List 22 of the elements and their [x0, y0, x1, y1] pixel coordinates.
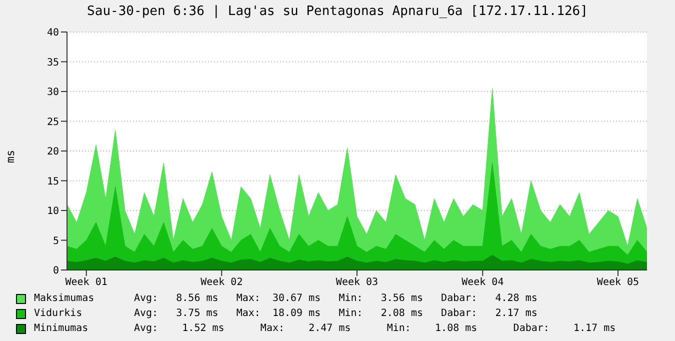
- y-tick-label: 40: [46, 28, 59, 39]
- y-tick-label: 15: [46, 176, 59, 188]
- y-tick-label: 30: [46, 87, 59, 98]
- legend-label: Maksimumas: [34, 292, 96, 306]
- y-tick-label: 0: [52, 266, 59, 277]
- text: Avg: 8.56 ms Max: 30.67 ms Min: 3.56 ms Dabar: 4.28 ms: [134, 292, 538, 306]
- y-tick-label: 25: [46, 116, 59, 128]
- y-tick-label: 20: [46, 146, 59, 158]
- x-tick-label: Week 01: [65, 277, 108, 288]
- x-tick-label: Week 04: [462, 277, 504, 288]
- x-tick-label: Week 05: [596, 277, 640, 288]
- text: Avg: 3.75 ms Max: 18.09 ms Min: 2.08 ms Dabar: 2.17 ms: [134, 307, 538, 321]
- legend-label: Minimumas: [34, 322, 90, 336]
- y-tick-label: 5: [52, 236, 59, 247]
- legend-label: Vidurkis: [34, 307, 84, 321]
- chart-title: Sau-30-pen 6:36 | Lag'as su Pentagonas Apnaru_6a [172.17.11.126]: [86, 4, 589, 19]
- y-axis-title: ms: [4, 150, 18, 164]
- y-tick-label: 35: [46, 57, 59, 68]
- y-tick-label: 10: [46, 206, 59, 218]
- x-tick-label: Week 02: [200, 277, 243, 288]
- text: Avg: 1.52 ms Max: 2.47 ms Min: 1.08 ms Dabar: 1.17 ms: [134, 322, 616, 336]
- x-tick-label: Week 03: [336, 277, 378, 288]
